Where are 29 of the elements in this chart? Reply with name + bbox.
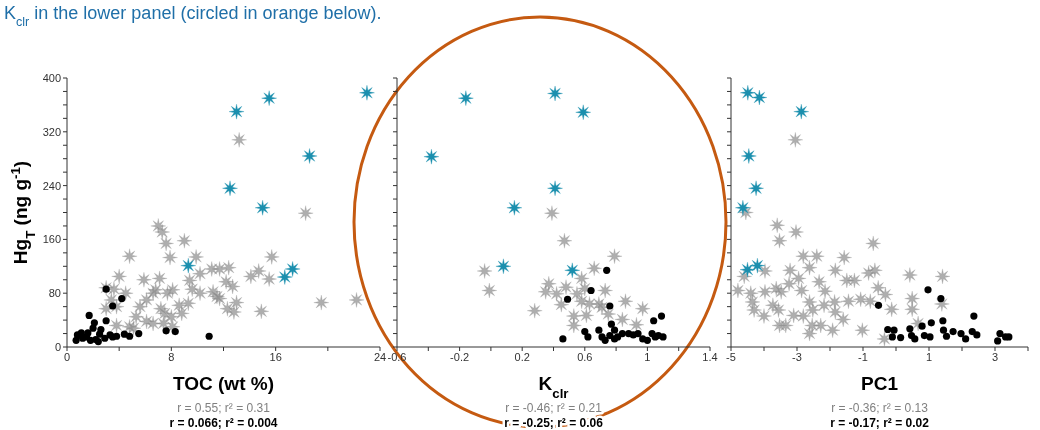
chart-title: K$_{clr}$ in the lower panel (circled in orange below). xyxy=(4,3,382,29)
y-tick-label: 400 xyxy=(42,71,61,84)
x-axis-title: K$_{clr}$ xyxy=(538,373,569,401)
text: r = -0.17; r² = 0.02 xyxy=(830,416,930,430)
x-tick-label: 1 xyxy=(644,350,651,363)
text: r = -0.46; r² = 0.21 xyxy=(505,401,603,415)
x-tick-label: 1 xyxy=(925,350,933,363)
x-tick-label: -0.2 xyxy=(450,350,470,363)
x-tick-label: 0.2 xyxy=(514,350,530,363)
x-tick-label: 3 xyxy=(991,350,999,363)
x-tick-label: -5 xyxy=(726,350,736,363)
text: r = 0.066; r² = 0.004 xyxy=(169,416,278,430)
y-tick-label: 80 xyxy=(48,287,61,300)
y-tick-label: 320 xyxy=(42,125,61,138)
x-tick-label: 1.4 xyxy=(702,350,718,363)
x-tick-label: -1 xyxy=(858,350,868,363)
x-tick-label: 8 xyxy=(168,350,175,363)
x-tick-label: -3 xyxy=(792,350,802,363)
x-axis-title: TOC (wt %) xyxy=(173,373,274,394)
x-tick-label: 24 xyxy=(373,350,387,363)
x-tick-label: 16 xyxy=(269,350,282,363)
y-tick-label: 0 xyxy=(54,340,61,353)
x-tick-label: 0.6 xyxy=(577,350,593,363)
x-axis-title: PC1 xyxy=(861,373,899,394)
y-tick-label: 240 xyxy=(42,179,61,192)
text: r = -0.36; r² = 0.13 xyxy=(831,401,929,415)
x-tick-label: 0 xyxy=(63,350,71,363)
y-tick-label: 160 xyxy=(42,233,61,246)
text: r = 0.55; r² = 0.31 xyxy=(177,401,271,415)
